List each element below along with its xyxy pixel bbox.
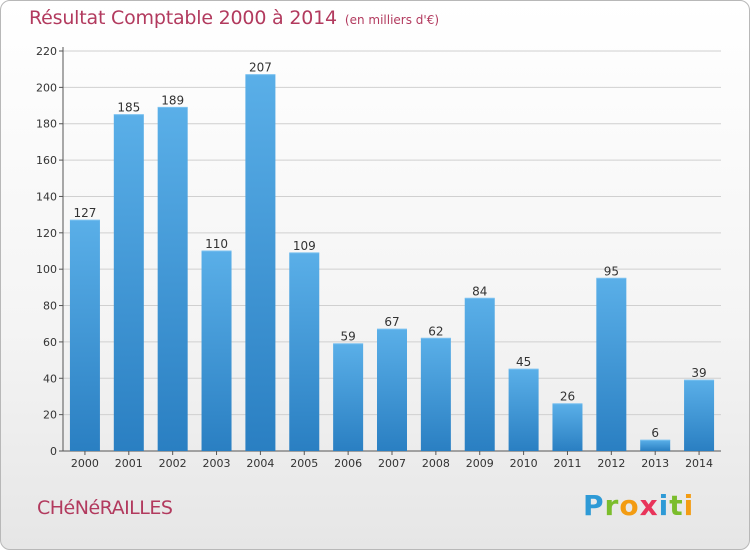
data-label: 84 [472,284,487,298]
x-tick-label: 2009 [466,457,494,470]
y-tick-label: 180 [36,118,57,131]
logo-letter: o [619,489,640,522]
logo-letter: r [604,489,620,522]
data-label: 59 [340,330,355,344]
data-label: 109 [293,239,316,253]
data-label: 45 [516,355,531,369]
bar [245,74,276,452]
y-tick-label: 60 [43,336,57,349]
logo-letter: i [658,489,670,522]
bar [69,220,100,451]
bar [464,298,495,451]
y-tick-label: 20 [43,409,57,422]
y-tick-label: 160 [36,154,57,167]
bar [157,107,188,451]
y-tick-label: 200 [36,81,57,94]
bar [377,329,407,451]
logo-letter: i [683,489,695,522]
bar [201,251,232,451]
x-tick-label: 2014 [685,457,713,470]
data-label: 39 [691,366,706,380]
chart-subtitle: (en milliers d'€) [344,13,440,27]
y-tick-label: 100 [36,263,57,276]
bar [113,114,144,452]
logo-letter: x [639,489,659,522]
data-label: 95 [604,264,619,278]
bar [684,380,715,451]
y-tick-label: 80 [43,300,57,313]
x-tick-label: 2013 [641,457,669,470]
commune-name: CHéNéRAILLES [37,497,173,519]
data-label: 189 [161,93,184,107]
x-tick-label: 2002 [159,457,187,470]
bar [289,252,320,451]
y-tick-label: 140 [36,190,57,203]
x-tick-label: 2008 [422,457,450,470]
y-tick-label: 120 [36,227,57,240]
bar [640,440,671,451]
bar [508,369,539,451]
logo-letter: P [583,489,605,522]
chart-title: Résultat Comptable 2000 à 2014 [29,7,337,29]
x-tick-label: 2001 [115,457,143,470]
x-tick-label: 2010 [510,457,538,470]
x-tick-label: 2006 [334,457,362,470]
proxiti-logo: Proxiti [583,489,694,522]
data-label: 62 [428,324,443,338]
data-label: 6 [651,426,659,440]
data-labels: 127 185 189 110 207 109 59 67 62 84 45 26 95 6 39 [73,61,706,440]
y-tick-label: 220 [36,45,57,58]
data-label: 207 [249,61,272,75]
x-tick-label: 2011 [553,457,581,470]
x-tick-label: 2003 [203,457,231,470]
title-row: Résultat Comptable 2000 à 2014 (en millie… [29,7,439,29]
data-label: 127 [73,206,96,220]
x-tick-label: 2005 [290,457,318,470]
bar [333,343,364,451]
x-tick-label: 2004 [246,457,274,470]
data-label: 67 [384,315,399,329]
bar [552,403,583,451]
y-tick-label: 40 [43,372,57,385]
x-tick-label: 2012 [597,457,625,470]
bar [596,278,627,451]
bars [69,74,715,452]
x-tick-label: 2007 [378,457,406,470]
data-label: 26 [560,390,575,404]
x-tick-label: 2000 [71,457,99,470]
data-label: 110 [205,237,228,251]
y-tick-label: 0 [50,445,57,458]
data-label: 185 [117,101,140,115]
bar [420,338,451,451]
logo-letter: t [669,489,684,522]
